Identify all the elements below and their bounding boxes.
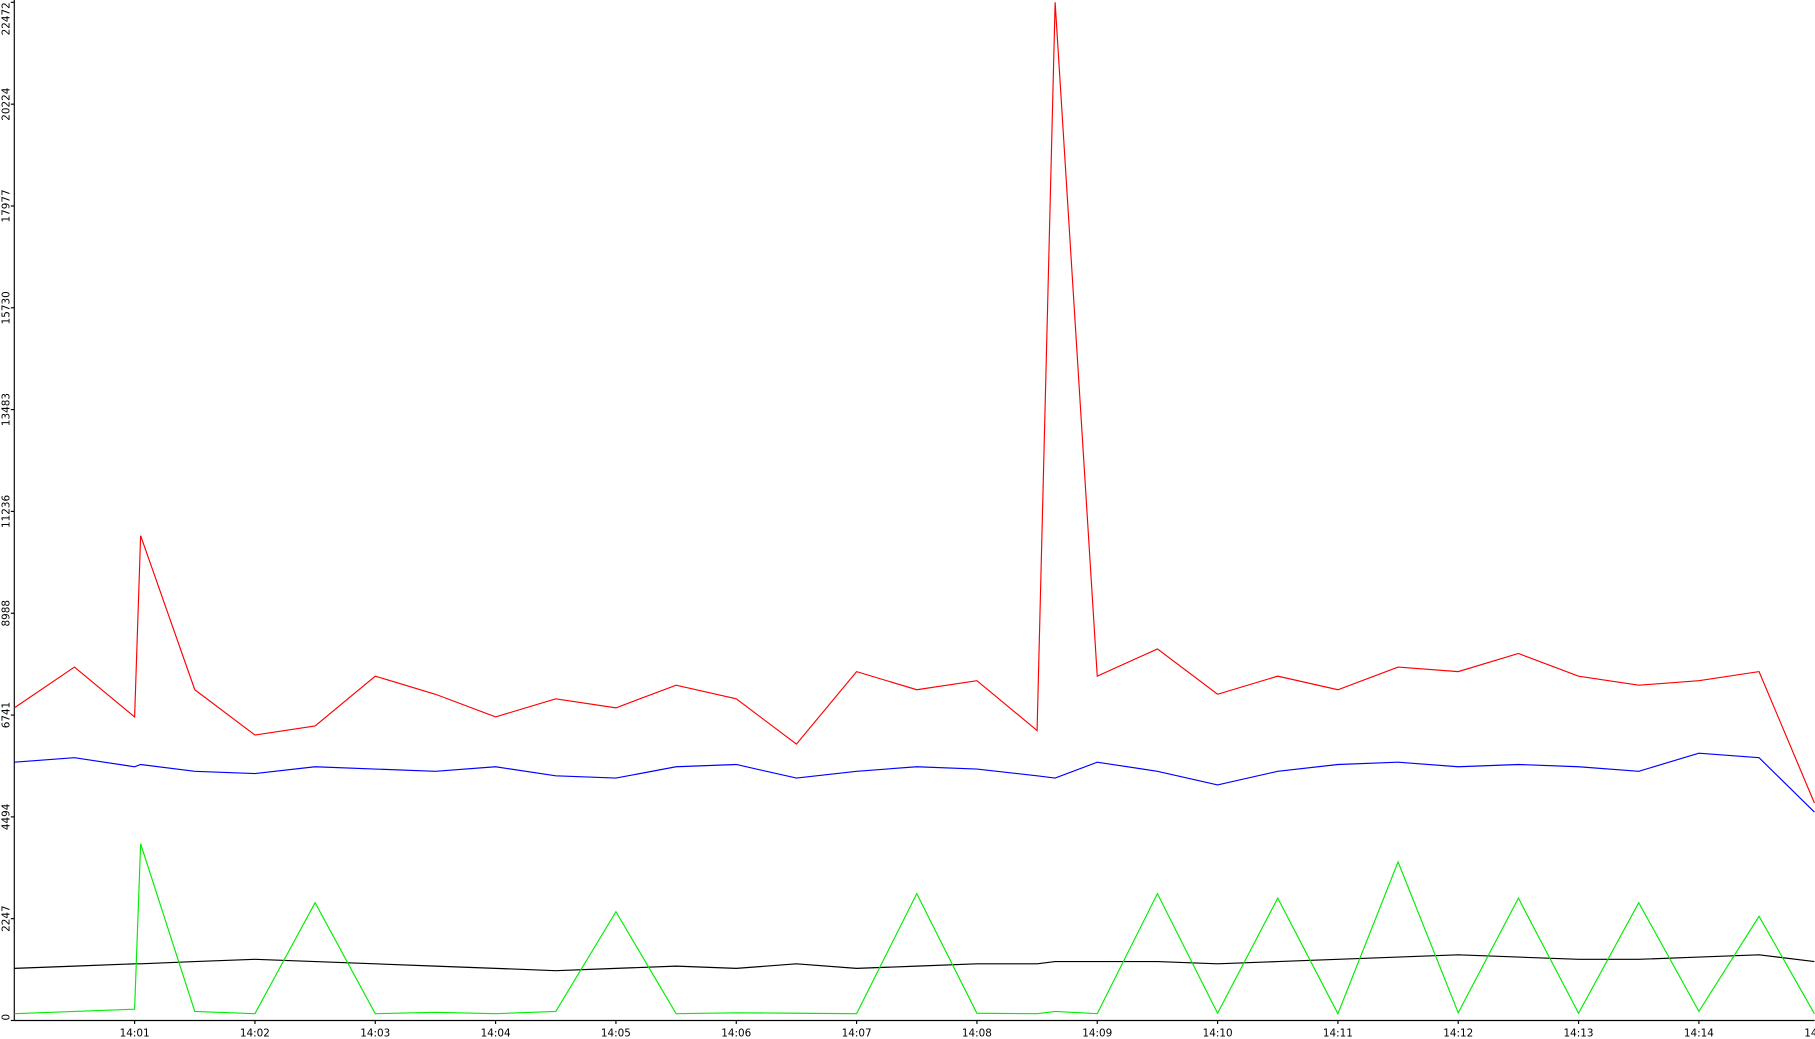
y-tick-label: 22472: [1, 2, 13, 35]
y-tick-label: 6741: [1, 702, 13, 728]
x-tick-label: 14:07: [842, 1028, 872, 1039]
x-tick-label: 14:11: [1323, 1028, 1353, 1039]
x-tick-label: 14:14: [1684, 1028, 1714, 1039]
y-tick-label: 17977: [1, 189, 13, 222]
series-line: [14, 752, 1815, 813]
series-line: [14, 954, 1815, 972]
y-tick-label: 2247: [1, 905, 13, 931]
y-tick-label: 4494: [1, 803, 13, 830]
x-tick-label: 14:09: [1082, 1028, 1112, 1039]
x-tick-label: 14:01: [120, 1028, 150, 1039]
x-tick-label: 14:03: [360, 1028, 390, 1039]
series-line: [14, 843, 1815, 1016]
y-tick-label: 0: [1, 1014, 13, 1021]
x-tick-label: 14:04: [481, 1028, 511, 1039]
series-line: [13, 2, 1815, 804]
y-tick-label: 13483: [1, 393, 13, 426]
y-tick-label: 20224: [1, 87, 13, 120]
x-tick-label: 14:06: [721, 1028, 751, 1039]
x-tick-label: 14:13: [1564, 1028, 1594, 1039]
x-tick-label: 14:08: [962, 1028, 992, 1039]
x-tick-label: 14:10: [1203, 1028, 1233, 1039]
y-tick-label: 11236: [1, 495, 13, 528]
x-tick-label: 14:12: [1443, 1028, 1473, 1039]
y-tick-label: 15730: [1, 291, 13, 324]
y-tick-label: 8988: [1, 600, 13, 626]
x-tick-label: 14:15: [1804, 1028, 1815, 1039]
x-tick-label: 14:02: [240, 1028, 270, 1039]
x-tick-label: 14:05: [601, 1028, 631, 1039]
